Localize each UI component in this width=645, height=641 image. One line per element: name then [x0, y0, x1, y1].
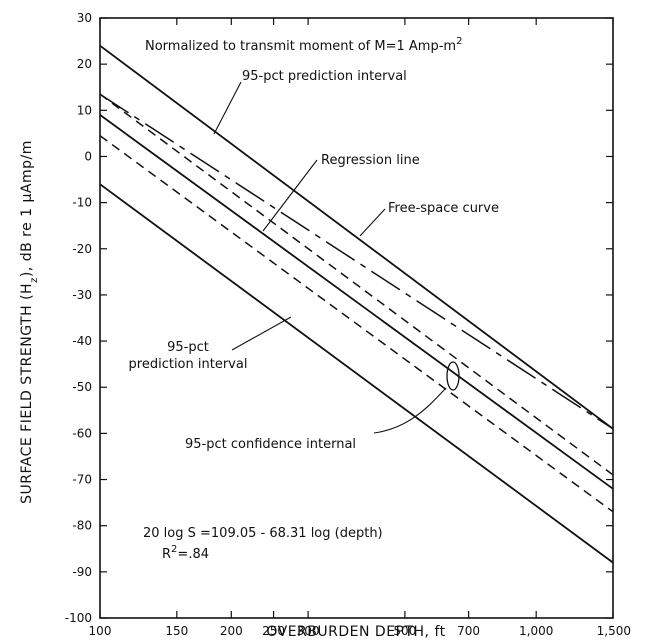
r-squared: R2=.84 [162, 544, 209, 562]
confidence-interval-marker [446, 361, 460, 391]
x-tick-label: 200 [220, 624, 243, 638]
leader-free-space [359, 208, 386, 237]
series-line-2 [99, 114, 614, 490]
y-tick-label: 20 [77, 57, 92, 71]
series-layer [99, 44, 614, 564]
label-confidence: 95-pct confidence internal [185, 437, 356, 452]
x-tick-label: 500 [393, 624, 416, 638]
x-axis-label: OVERBURDEN DEPTH, ft [266, 624, 445, 640]
y-tick-label: -50 [72, 380, 92, 394]
y-tick-label: 0 [84, 149, 92, 163]
y-axis-label: SURFACE FIELD STRENGTH (Hz), dB re 1 μAm… [19, 140, 40, 504]
series-line-1 [99, 93, 614, 430]
x-tick-label: 100 [89, 624, 112, 638]
series-line-4 [99, 135, 614, 513]
plot-frame [99, 17, 614, 619]
y-tick-label: -80 [72, 519, 92, 533]
ticks: 3020100-10-20-30-40-50-60-70-80-90-10010… [65, 11, 631, 638]
label-regression: Regression line [321, 153, 420, 168]
x-tick-label: 300 [297, 624, 320, 638]
y-tick-label: -10 [72, 196, 92, 210]
x-tick-label: 150 [165, 624, 188, 638]
leader-regression [262, 159, 318, 232]
x-tick-label: 700 [457, 624, 480, 638]
leader-upper-prediction [213, 81, 242, 135]
y-tick-label: -20 [72, 242, 92, 256]
y-tick-label: -60 [72, 426, 92, 440]
y-tick-label: -100 [65, 611, 92, 625]
label-lower-prediction-1: 95-pct [167, 340, 209, 355]
x-tick-label: 1,500 [597, 624, 631, 638]
series-line-3 [99, 93, 614, 476]
label-lower-prediction-2: prediction interval [129, 357, 248, 372]
label-upper-prediction: 95-pct prediction interval [242, 69, 407, 84]
y-tick-label: 10 [77, 103, 92, 117]
series-line-5 [99, 183, 614, 564]
y-tick-label: -30 [72, 288, 92, 302]
svg-text:SURFACE FIELD STRENGTH (Hz), d: SURFACE FIELD STRENGTH (Hz), dB re 1 μAm… [19, 140, 40, 504]
leader-lower-prediction [231, 316, 292, 351]
regression-equation: 20 log S =109.05 - 68.31 log (depth) [143, 526, 383, 541]
y-tick-label: -90 [72, 565, 92, 579]
x-tick-label: 250 [262, 624, 285, 638]
y-tick-label: -70 [72, 473, 92, 487]
leader-confidence [373, 387, 447, 434]
label-free-space: Free-space curve [388, 201, 499, 216]
x-tick-label: 1,000 [519, 624, 553, 638]
y-tick-label: 30 [77, 11, 92, 25]
y-tick-label: -40 [72, 334, 92, 348]
normalization-note: Normalized to transmit moment of M=1 Amp… [145, 36, 462, 54]
series-line-0 [99, 44, 614, 430]
